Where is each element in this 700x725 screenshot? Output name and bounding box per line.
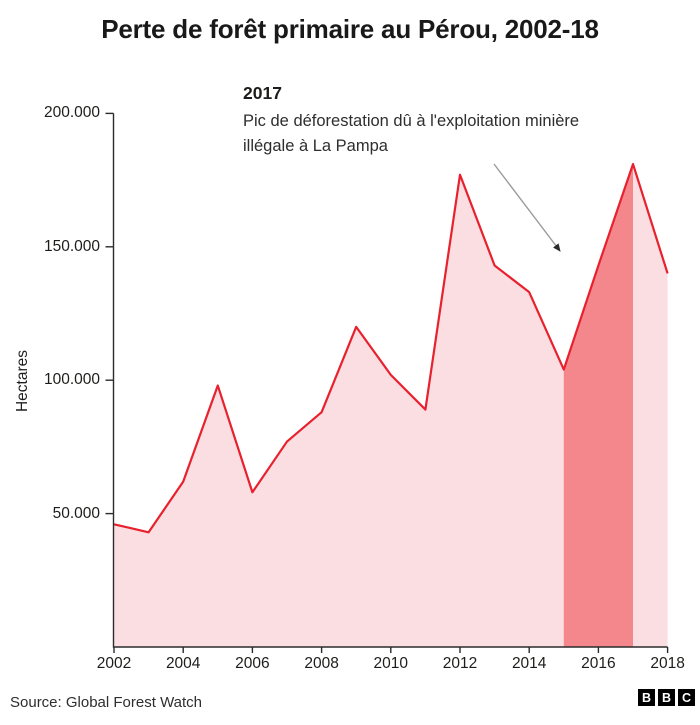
bbc-logo-block: B [638, 689, 655, 706]
x-tick-label: 2004 [165, 655, 201, 672]
tick-marks [105, 112, 669, 653]
x-tick-label: 2018 [650, 655, 685, 672]
bbc-logo: B B C [638, 689, 695, 706]
bbc-logo-block: B [658, 689, 675, 706]
x-tick-label: 2010 [373, 655, 409, 672]
annotation-year: 2017 [243, 83, 282, 103]
x-tick-label: 2012 [442, 655, 478, 672]
source-text: Source: Global Forest Watch [10, 694, 203, 711]
x-tick-label: 2006 [235, 655, 270, 672]
y-tick-label: 150.000 [43, 237, 100, 255]
y-tick-label: 50.000 [52, 504, 100, 522]
annotation-text-line1: Pic de déforestation dû à l'exploitation… [243, 112, 580, 130]
annotation-text-line2: illégale à La Pampa [243, 137, 388, 155]
area-fill [114, 164, 668, 648]
annotation-arrow-icon [493, 163, 561, 252]
x-tick-label: 2016 [581, 655, 616, 672]
x-tick-label: 2008 [304, 655, 339, 672]
x-tick-label: 2002 [96, 655, 132, 672]
y-tick-label: 100.000 [43, 371, 100, 389]
page-title: Perte de forêt primaire au Pérou, 2002-1… [101, 14, 599, 44]
y-tick-label: 200.000 [43, 104, 100, 122]
bbc-logo-block: C [678, 689, 695, 706]
x-tick-label: 2014 [511, 655, 547, 672]
annotation-block: 2017 Pic de déforestation dû à l'exploit… [243, 83, 653, 159]
area-highlight-fill [563, 164, 633, 648]
trend-line [113, 162, 669, 534]
